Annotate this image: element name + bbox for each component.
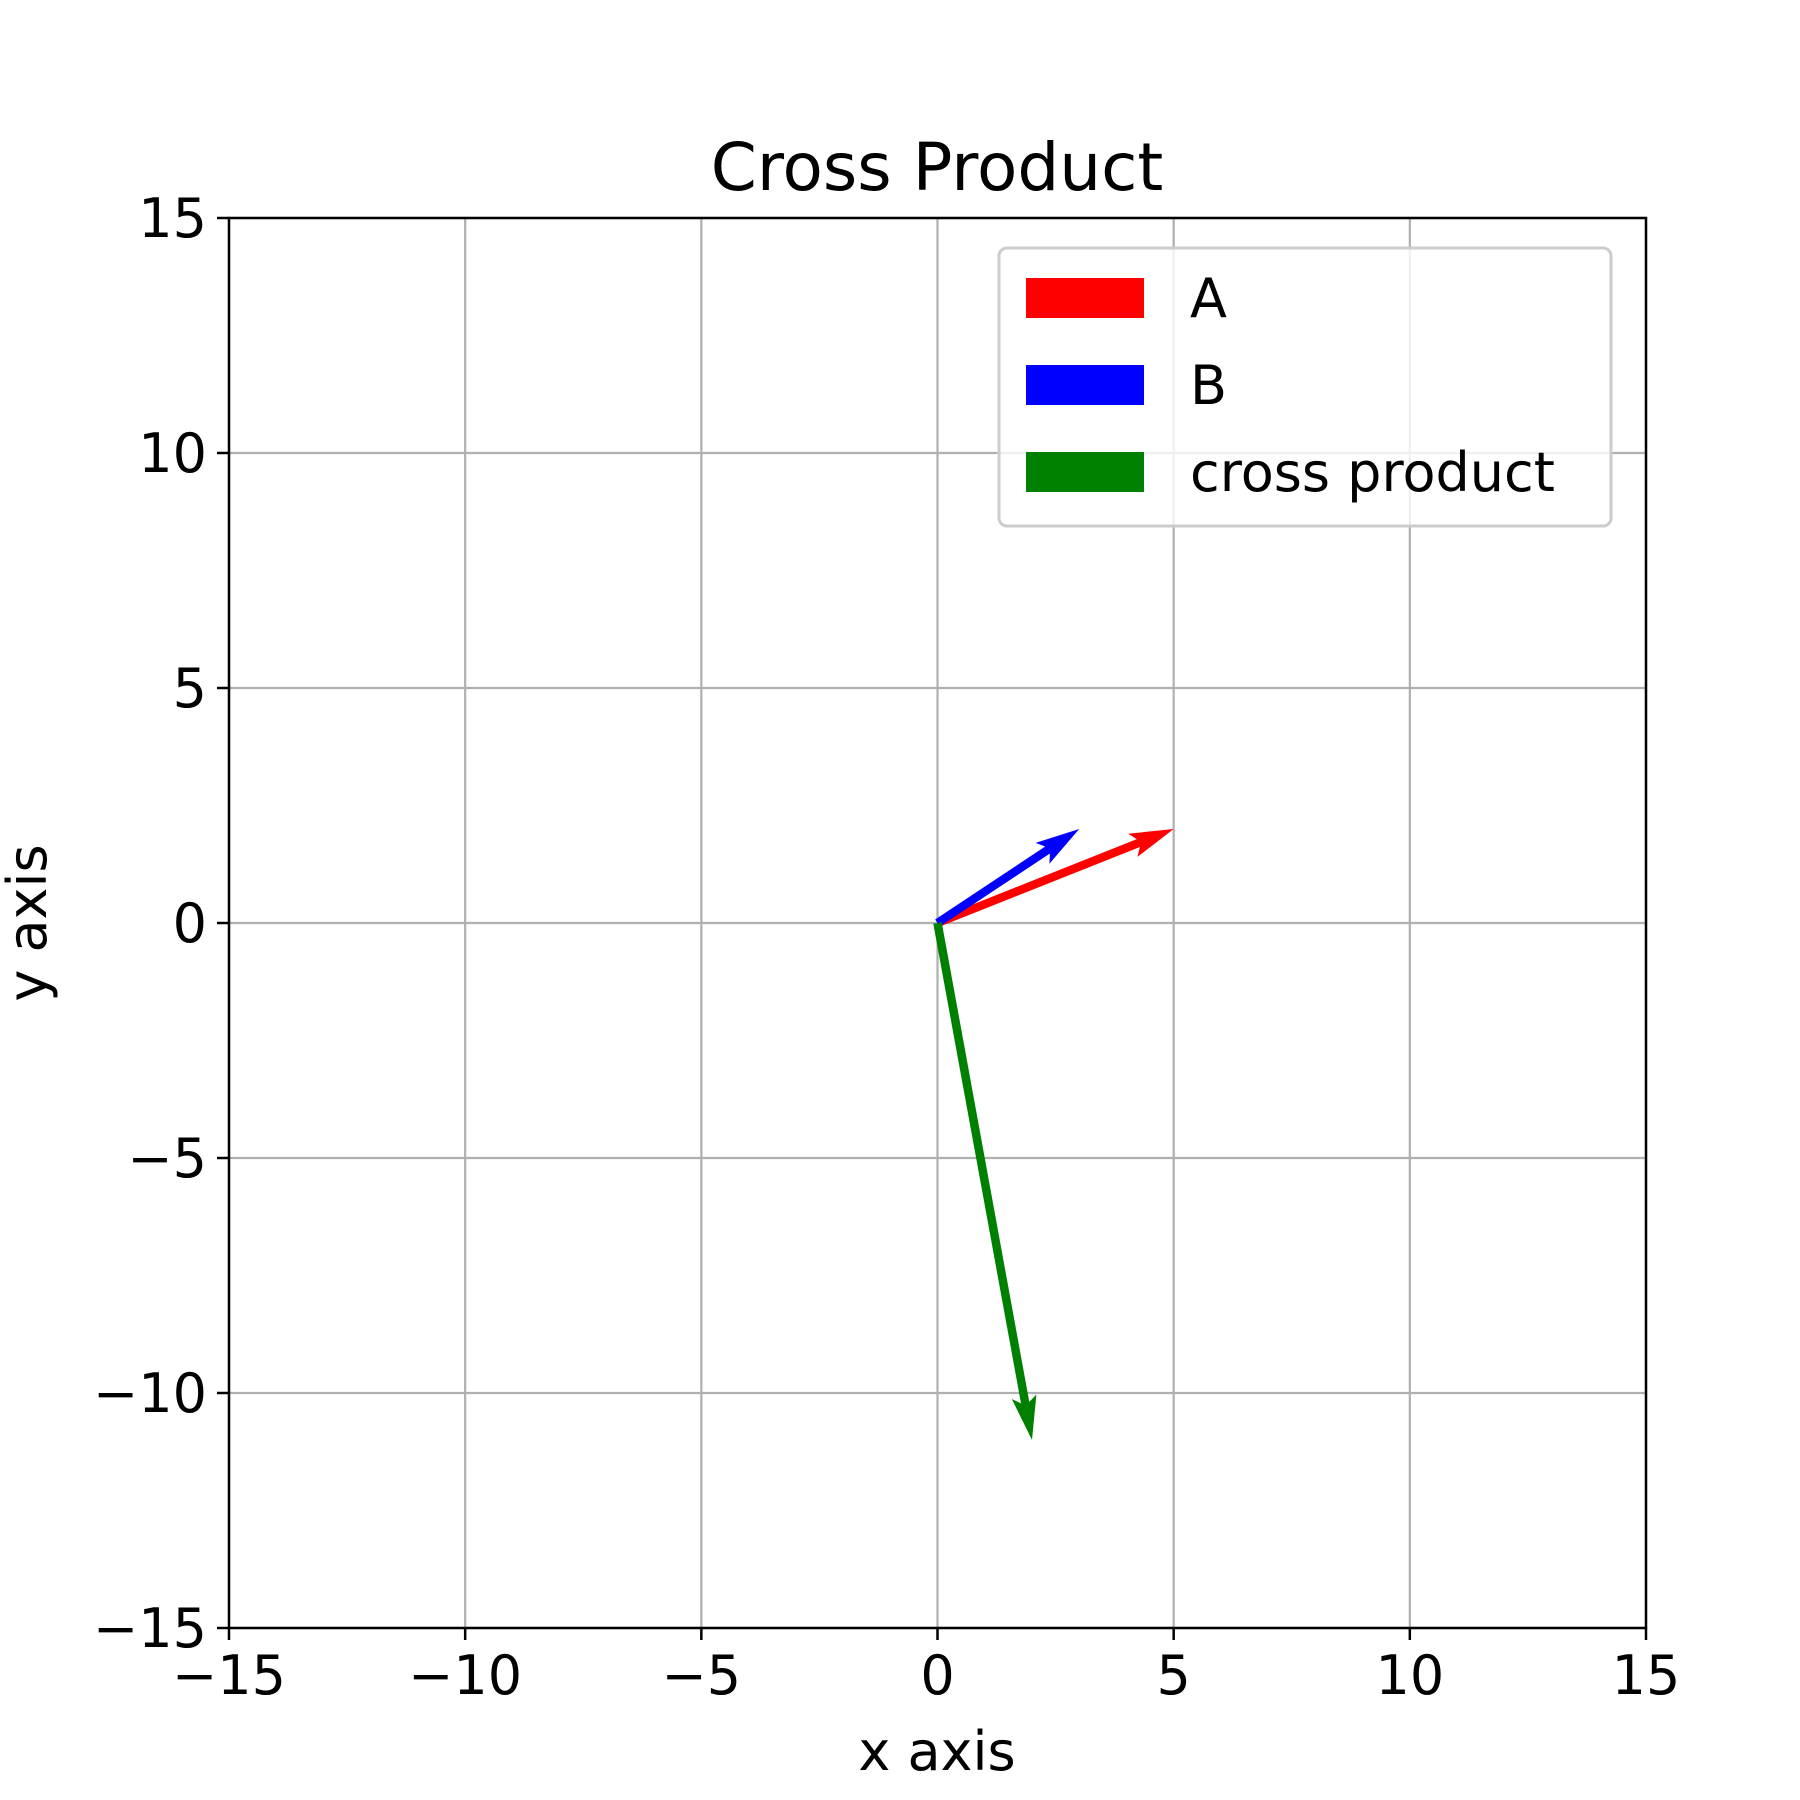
x-tick-label-5: 10 bbox=[1375, 1644, 1444, 1707]
y-tick-label-4: 5 bbox=[173, 657, 207, 720]
y-tick-label-6: 15 bbox=[138, 187, 207, 250]
y-tick-label-2: −5 bbox=[127, 1127, 207, 1190]
axis-ticks: −15 −10 −5 0 5 10 15 −15 −10 −5 0 5 10 15 bbox=[93, 187, 1680, 1707]
vector-arrow-cross-product bbox=[933, 922, 1037, 1440]
y-tick-label-1: −10 bbox=[93, 1362, 207, 1425]
x-tick-label-2: −5 bbox=[662, 1644, 742, 1707]
x-tick-label-0: −15 bbox=[172, 1644, 286, 1707]
legend-box bbox=[997, 246, 1613, 528]
x-tick-label-3: 0 bbox=[920, 1644, 954, 1707]
x-tick-label-4: 5 bbox=[1156, 1644, 1190, 1707]
x-axis-label: x axis bbox=[858, 1720, 1015, 1783]
y-tick-label-0: −15 bbox=[93, 1597, 207, 1660]
legend-label-b: B bbox=[1190, 354, 1227, 417]
x-tick-label-1: −10 bbox=[408, 1644, 522, 1707]
legend-label-cross-product: cross product bbox=[1190, 441, 1555, 504]
y-axis-label: y axis bbox=[0, 844, 59, 1001]
y-tick-label-3: 0 bbox=[173, 892, 207, 955]
legend-swatch-b bbox=[1026, 365, 1144, 405]
y-tick-label-5: 10 bbox=[138, 422, 207, 485]
legend-swatch-a bbox=[1026, 278, 1144, 318]
legend-swatch-cross-product bbox=[1026, 452, 1144, 492]
vector-arrow-b bbox=[935, 829, 1080, 927]
vector-arrow-a bbox=[935, 829, 1174, 927]
vector-arrows bbox=[933, 829, 1174, 1440]
chart-title: Cross Product bbox=[711, 129, 1164, 206]
x-tick-label-6: 15 bbox=[1612, 1644, 1681, 1707]
legend-label-a: A bbox=[1190, 267, 1227, 330]
